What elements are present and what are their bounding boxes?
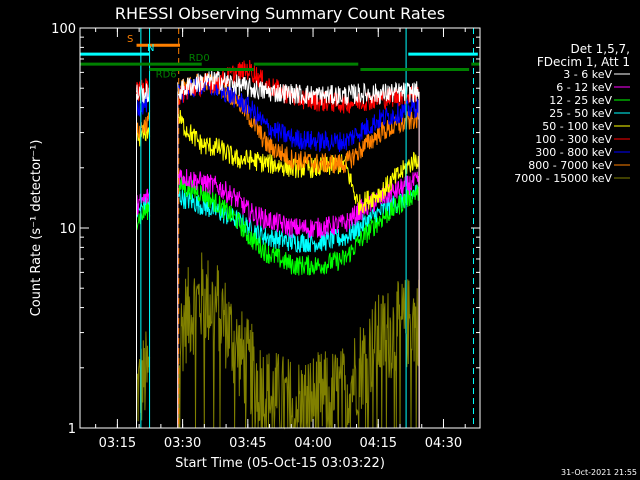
mode-label-0: S (127, 34, 133, 45)
legend-label-4: 50 - 100 keV (542, 120, 612, 133)
x-tick-label-3: 04:00 (294, 436, 331, 451)
legend-title-line-2: FDecim 1, Att 1 (537, 55, 630, 69)
legend-label-7: 800 - 7000 keV (528, 159, 612, 172)
chart-title: RHESSI Observing Summary Count Rates (115, 4, 445, 23)
x-tick-label-5: 04:30 (425, 436, 462, 451)
x-tick-label-1: 03:30 (164, 436, 201, 451)
x-tick-label-4: 04:15 (360, 436, 397, 451)
legend-label-5: 100 - 300 keV (535, 133, 612, 146)
legend-label-3: 25 - 50 keV (549, 107, 612, 120)
mode-label-1: N (147, 43, 154, 54)
series-line-0 (136, 70, 420, 428)
x-axis-title: Start Time (05-Oct-15 03:03:22) (175, 456, 385, 471)
legend-title-line-1: Det 1,5,7, (571, 42, 631, 56)
x-tick-label-0: 03:15 (99, 436, 136, 451)
legend-label-1: 6 - 12 keV (556, 81, 612, 94)
mode-label-3: RD0 (189, 53, 210, 64)
legend-label-8: 7000 - 15000 keV (514, 172, 612, 185)
mode-label-6: RD6 (156, 70, 177, 81)
y-tick-label-0: 1 (68, 422, 76, 437)
y-axis-title: Count Rate (s⁻¹ detector⁻¹) (29, 140, 44, 317)
legend-label-0: 3 - 6 keV (563, 68, 612, 81)
legend-label-2: 12 - 25 keV (549, 94, 612, 107)
legend-label-6: 300 - 800 keV (535, 146, 612, 159)
y-tick-label-2: 100 (51, 22, 76, 37)
y-tick-label-1: 10 (59, 222, 76, 237)
timestamp: 31-Oct-2021 21:55 (561, 468, 637, 477)
x-tick-label-2: 03:45 (229, 436, 266, 451)
